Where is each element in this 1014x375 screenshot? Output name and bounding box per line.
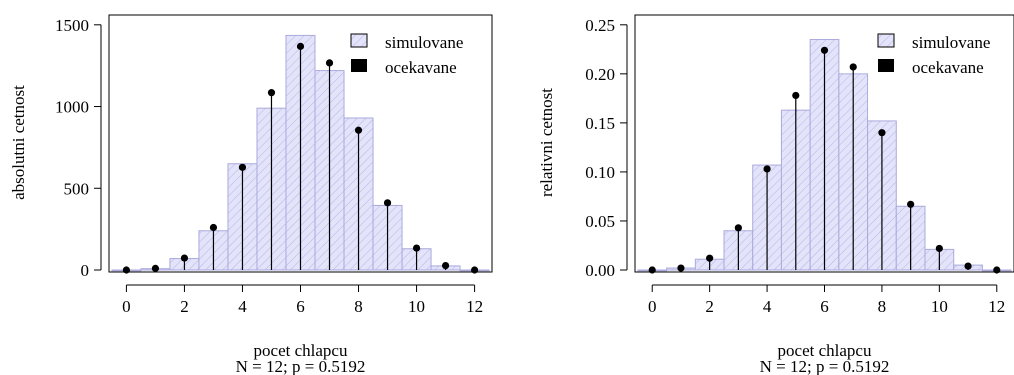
y-tick-label: 0.10 [585, 163, 615, 182]
x-axis-subtitle: N = 12; p = 0.5192 [236, 357, 366, 375]
point-ocekavane-7 [849, 63, 857, 71]
point-ocekavane-8 [878, 129, 886, 137]
point-ocekavane-1 [151, 264, 160, 272]
x-tick-label: 4 [238, 297, 247, 316]
legend-swatch-hatch [877, 33, 895, 48]
y-tick-label: 1500 [55, 16, 89, 35]
point-ocekavane-12 [993, 266, 1001, 274]
legend-label-simulovane: simulovane [912, 33, 990, 52]
chart-panel-1 [94, 14, 493, 292]
point-ocekavane-4 [238, 163, 247, 171]
legend-swatch-ocekavane [351, 59, 367, 72]
x-tick-label: 8 [878, 297, 887, 316]
point-ocekavane-6 [820, 46, 829, 54]
point-ocekavane-7 [325, 59, 334, 67]
point-ocekavane-1 [677, 264, 685, 272]
point-ocekavane-6 [296, 42, 305, 50]
x-axis-subtitle: N = 12; p = 0.5192 [760, 357, 890, 375]
x-axis-label: pocet chlapcu [254, 341, 348, 360]
point-ocekavane-2 [706, 254, 714, 262]
chart-panel-2 [620, 14, 1014, 292]
y-axis-label: absolutni cetnost [9, 85, 28, 200]
x-axis-label: pocet chlapcu [778, 341, 872, 360]
point-ocekavane-8 [354, 126, 363, 134]
x-tick-label: 6 [296, 297, 305, 316]
legend-label-ocekavane: ocekavane [385, 58, 457, 77]
plot-frame [634, 14, 1014, 273]
point-ocekavane-4 [763, 165, 771, 173]
y-tick-label: 0 [81, 261, 90, 280]
point-ocekavane-9 [383, 199, 392, 207]
x-tick-label: 0 [648, 297, 657, 316]
point-ocekavane-12 [470, 266, 479, 274]
y-tick-label: 1000 [55, 98, 89, 117]
point-ocekavane-11 [964, 262, 972, 270]
x-tick-label: 8 [354, 297, 363, 316]
y-tick-label: 0.25 [585, 16, 615, 35]
point-ocekavane-0 [122, 266, 131, 274]
point-ocekavane-10 [935, 244, 943, 253]
point-ocekavane-0 [648, 266, 656, 274]
x-tick-label: 10 [931, 297, 948, 316]
point-ocekavane-3 [209, 223, 218, 232]
point-ocekavane-3 [734, 224, 742, 232]
x-tick-label: 12 [466, 297, 483, 316]
legend-label-simulovane: simulovane [385, 33, 463, 52]
point-ocekavane-5 [792, 91, 800, 100]
x-tick-label: 10 [408, 297, 425, 316]
y-tick-label: 0.20 [585, 65, 615, 84]
point-ocekavane-9 [907, 200, 915, 208]
y-tick-label: 500 [64, 179, 90, 198]
x-tick-label: 0 [122, 297, 131, 316]
point-ocekavane-11 [441, 261, 450, 270]
y-tick-label: 0.15 [585, 114, 615, 133]
y-axis-label: relativni cetnost [537, 88, 556, 197]
x-tick-label: 12 [988, 297, 1005, 316]
plot-frame [108, 14, 493, 273]
point-ocekavane-5 [267, 89, 276, 97]
x-tick-label: 6 [820, 297, 829, 316]
x-tick-label: 2 [705, 297, 714, 316]
y-tick-label: 0.05 [585, 212, 615, 231]
legend-swatch-ocekavane [878, 59, 894, 72]
legend-label-ocekavane: ocekavane [912, 58, 984, 77]
legend-swatch-hatch [350, 33, 368, 48]
point-ocekavane-2 [180, 254, 189, 262]
y-tick-label: 0.00 [585, 261, 615, 280]
point-ocekavane-10 [412, 244, 421, 252]
x-tick-label: 2 [180, 297, 189, 316]
x-tick-label: 4 [763, 297, 772, 316]
